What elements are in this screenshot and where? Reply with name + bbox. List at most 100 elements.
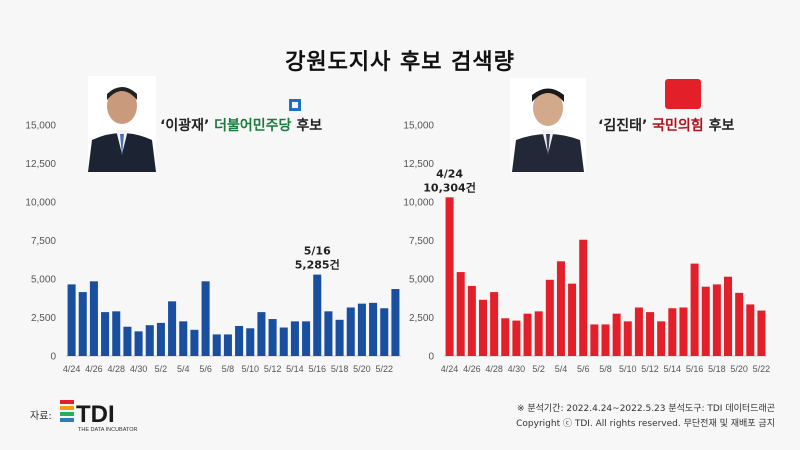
left-x-tick: 5/10 bbox=[241, 364, 259, 374]
left-y-tick: 10,000 bbox=[25, 198, 56, 209]
right-x-tick: 5/20 bbox=[730, 364, 748, 374]
right-bar bbox=[478, 299, 487, 356]
left-bar bbox=[369, 302, 378, 356]
left-bar bbox=[279, 327, 288, 356]
left-bar bbox=[302, 321, 311, 356]
left-y-tick: 12,500 bbox=[25, 159, 56, 170]
right-bar bbox=[490, 292, 499, 356]
left-bar bbox=[101, 312, 110, 356]
left-bar bbox=[67, 284, 76, 356]
right-bar bbox=[445, 197, 454, 356]
right-bar bbox=[746, 304, 755, 356]
right-bar bbox=[634, 307, 643, 356]
right-bar bbox=[534, 311, 543, 356]
right-bar bbox=[579, 239, 588, 356]
right-bar bbox=[623, 321, 632, 356]
bar-charts: 0 2,500 5,000 7,500 10,000 12,500 15,000 4/24 4/… bbox=[25, 121, 771, 375]
right-x-tick: 5/12 bbox=[641, 364, 659, 374]
left-y-tick: 2,500 bbox=[31, 313, 56, 324]
right-annotation-date: 4/24 bbox=[436, 167, 463, 180]
right-x-tick: 5/18 bbox=[708, 364, 726, 374]
right-bar bbox=[590, 324, 599, 356]
left-bar bbox=[357, 303, 366, 356]
right-bar bbox=[523, 313, 532, 356]
left-y-tick: 7,500 bbox=[31, 236, 56, 247]
copyright: Copyright ⓒ TDI. All rights reserved. 무단… bbox=[516, 419, 775, 429]
democratic-party-logo-icon bbox=[289, 99, 301, 111]
right-x-tick: 5/16 bbox=[686, 364, 704, 374]
right-bar bbox=[735, 292, 744, 356]
right-annotation-value: 10,304건 bbox=[423, 180, 476, 194]
candidate-name-right: ‘김진태’ bbox=[598, 118, 648, 134]
left-bar bbox=[380, 308, 389, 356]
page-title: 강원도지사 후보 검색량 bbox=[285, 50, 515, 75]
left-x-tick: 4/30 bbox=[130, 364, 148, 374]
candidate-photo-right bbox=[510, 78, 586, 172]
left-bar bbox=[123, 326, 132, 356]
right-bar bbox=[724, 276, 733, 356]
left-annotation-date: 5/16 bbox=[304, 245, 331, 258]
right-bar bbox=[612, 313, 621, 356]
left-bar bbox=[246, 328, 255, 356]
left-x-tick: 5/8 bbox=[222, 364, 235, 374]
left-y-tick: 0 bbox=[50, 352, 56, 363]
right-bar bbox=[512, 320, 521, 356]
candidate-name-left: ‘이광재’ bbox=[160, 118, 210, 134]
left-bar bbox=[156, 322, 165, 356]
left-bar bbox=[179, 321, 188, 356]
right-bar bbox=[467, 285, 476, 356]
left-x-tick: 5/4 bbox=[177, 364, 190, 374]
ppp-party-logo-icon bbox=[665, 79, 701, 109]
right-x-tick: 5/6 bbox=[577, 364, 590, 374]
left-bar bbox=[346, 307, 355, 356]
right-y-tick: 10,000 bbox=[403, 198, 434, 209]
left-bar bbox=[391, 289, 400, 356]
left-bar bbox=[168, 301, 177, 356]
candidate-suffix-right: 후보 bbox=[708, 118, 735, 134]
left-bar bbox=[212, 334, 221, 356]
party-name-left: 더불어민주당 bbox=[214, 118, 292, 134]
left-bar bbox=[335, 319, 344, 356]
left-bar bbox=[235, 325, 244, 356]
right-x-tick: 5/22 bbox=[753, 364, 771, 374]
right-x-tick: 5/4 bbox=[555, 364, 568, 374]
right-x-tick: 4/26 bbox=[463, 364, 481, 374]
right-bar bbox=[556, 261, 565, 356]
left-bar bbox=[268, 319, 277, 356]
left-bar bbox=[201, 281, 210, 356]
right-x-tick: 5/10 bbox=[619, 364, 637, 374]
right-y-tick: 7,500 bbox=[409, 236, 434, 247]
right-bar bbox=[601, 324, 610, 356]
left-x-tick: 4/28 bbox=[107, 364, 125, 374]
right-bar bbox=[679, 307, 688, 356]
candidate-label-right: ‘김진태’ 국민의힘 후보 bbox=[598, 115, 734, 135]
tdi-logo: TDI THE DATA INCUBATOR bbox=[60, 398, 155, 434]
left-bar bbox=[190, 329, 199, 356]
right-bar bbox=[646, 312, 655, 356]
left-x-tick: 5/12 bbox=[264, 364, 282, 374]
right-bar bbox=[690, 263, 699, 356]
left-bar bbox=[89, 281, 98, 356]
left-annotation-value: 5,285건 bbox=[295, 258, 340, 272]
left-x-tick: 5/16 bbox=[308, 364, 326, 374]
source-label: 자료: bbox=[30, 411, 52, 422]
right-bar bbox=[568, 283, 577, 356]
right-bar bbox=[668, 308, 677, 356]
right-y-tick: 0 bbox=[428, 352, 434, 363]
right-x-tick: 5/8 bbox=[599, 364, 612, 374]
left-y-tick: 15,000 bbox=[25, 121, 56, 132]
right-bar bbox=[501, 318, 510, 356]
right-y-tick: 12,500 bbox=[403, 159, 434, 170]
left-bar bbox=[112, 311, 121, 356]
right-y-tick: 5,000 bbox=[409, 275, 434, 286]
candidate-photo-left bbox=[88, 76, 156, 172]
right-x-tick: 5/2 bbox=[532, 364, 545, 374]
right-bar bbox=[701, 286, 710, 356]
right-bar bbox=[545, 279, 554, 356]
right-x-tick: 4/24 bbox=[441, 364, 459, 374]
left-bar bbox=[223, 334, 232, 356]
logo-text: TDI bbox=[76, 401, 115, 428]
left-x-tick: 5/6 bbox=[199, 364, 212, 374]
party-name-right: 국민의힘 bbox=[652, 118, 704, 134]
left-x-tick: 5/22 bbox=[375, 364, 393, 374]
